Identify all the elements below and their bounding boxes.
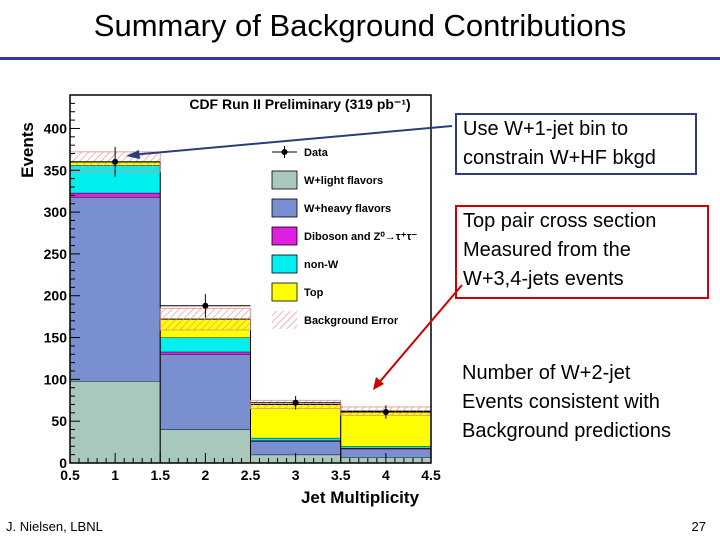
y-tick-label: 50 bbox=[51, 413, 67, 429]
bar-segment bbox=[160, 354, 251, 430]
chart-title: CDF Run II Preliminary (319 pb⁻¹) bbox=[189, 96, 410, 112]
arrow-head-2 bbox=[373, 377, 384, 390]
data-point bbox=[382, 408, 389, 415]
arrow-line-2 bbox=[376, 284, 463, 386]
legend-swatch bbox=[271, 170, 298, 190]
y-tick-label: 300 bbox=[44, 204, 68, 220]
legend-label: Top bbox=[304, 287, 324, 299]
slide-title: Summary of Background Contributions bbox=[93, 8, 627, 43]
data-points bbox=[70, 146, 431, 419]
callout-w1jet: Use W+1-jet bin to constrain W+HF bkgd bbox=[455, 113, 697, 175]
x-tick-label: 4 bbox=[382, 467, 390, 483]
callout-line: Events consistent with bbox=[462, 391, 660, 413]
bar-segment bbox=[250, 404, 341, 438]
y-axis-label: Events bbox=[18, 122, 37, 178]
legend-label: non-W bbox=[304, 259, 339, 271]
callout-line: Background predictions bbox=[462, 420, 672, 442]
legend-swatch bbox=[271, 198, 298, 218]
callout-line: constrain W+HF bkgd bbox=[463, 147, 656, 169]
page-number: 27 bbox=[691, 519, 706, 534]
bar-segment bbox=[70, 192, 161, 198]
legend-label: Diboson and Z⁰→τ⁺τ⁻ bbox=[304, 231, 417, 243]
legend-swatch bbox=[271, 282, 298, 302]
axis-ticks: 0 50 100 150 200 250 300 350 400 0.5 1 1.5 2 2.5 3 3.5 4… bbox=[44, 102, 441, 483]
legend-swatch bbox=[271, 226, 298, 246]
legend-swatch bbox=[271, 254, 298, 274]
x-tick-label: 3.5 bbox=[331, 467, 351, 483]
bar-segment bbox=[160, 351, 251, 355]
callout-line: Number of W+2-jet bbox=[462, 362, 631, 384]
x-tick-label: 1 bbox=[111, 467, 119, 483]
legend-label: W+heavy flavors bbox=[304, 203, 391, 215]
bar-segment bbox=[340, 448, 431, 458]
legend: Data W+light flavors W+heavy flavors Diboso… bbox=[271, 146, 417, 329]
data-point bbox=[202, 302, 209, 309]
x-tick-label: 0.5 bbox=[60, 467, 80, 483]
arrow-head-1 bbox=[126, 150, 140, 159]
footer-author: J. Nielsen, LBNL bbox=[6, 519, 103, 534]
x-tick-label: 1.5 bbox=[151, 467, 171, 483]
legend-label: Data bbox=[304, 147, 329, 159]
y-tick-label: 100 bbox=[44, 371, 68, 387]
callout-w2jet: Number of W+2-jet Events consistent with… bbox=[462, 359, 720, 446]
arrow-line-1 bbox=[130, 125, 453, 156]
bar-segment bbox=[70, 197, 161, 382]
title-divider bbox=[0, 57, 720, 60]
y-tick-label: 0 bbox=[59, 455, 67, 471]
callout-line: Measured from the bbox=[463, 239, 631, 261]
legend-swatch-error bbox=[272, 311, 297, 329]
x-tick-label: 3 bbox=[292, 467, 300, 483]
bar-segment bbox=[250, 441, 341, 455]
x-axis-label: Jet Multiplicity bbox=[301, 488, 420, 507]
y-tick-label: 150 bbox=[44, 330, 68, 346]
callout-top-pair: Top pair cross section Measured from the… bbox=[455, 205, 709, 299]
legend-marker-data bbox=[281, 149, 288, 155]
x-tick-label: 4.5 bbox=[421, 467, 441, 483]
x-tick-label: 2 bbox=[201, 467, 209, 483]
x-tick-label: 2.5 bbox=[241, 467, 261, 483]
callout-line: Use W+1-jet bin to bbox=[463, 118, 629, 140]
bar-segment bbox=[340, 446, 431, 448]
bar-segment bbox=[70, 381, 161, 463]
data-point bbox=[292, 399, 299, 406]
y-tick-label: 350 bbox=[44, 162, 68, 178]
data-point bbox=[112, 158, 119, 165]
y-tick-label: 200 bbox=[44, 288, 68, 304]
legend-label: Background Error bbox=[304, 315, 399, 327]
y-tick-label: 400 bbox=[44, 120, 68, 136]
y-tick-label: 250 bbox=[44, 246, 68, 262]
callout-line: Top pair cross section bbox=[463, 210, 657, 232]
callout-line: W+3,4-jets events bbox=[463, 268, 624, 290]
bar-segment bbox=[160, 337, 251, 352]
bar-segment bbox=[250, 437, 341, 441]
legend-label: W+light flavors bbox=[304, 175, 383, 187]
